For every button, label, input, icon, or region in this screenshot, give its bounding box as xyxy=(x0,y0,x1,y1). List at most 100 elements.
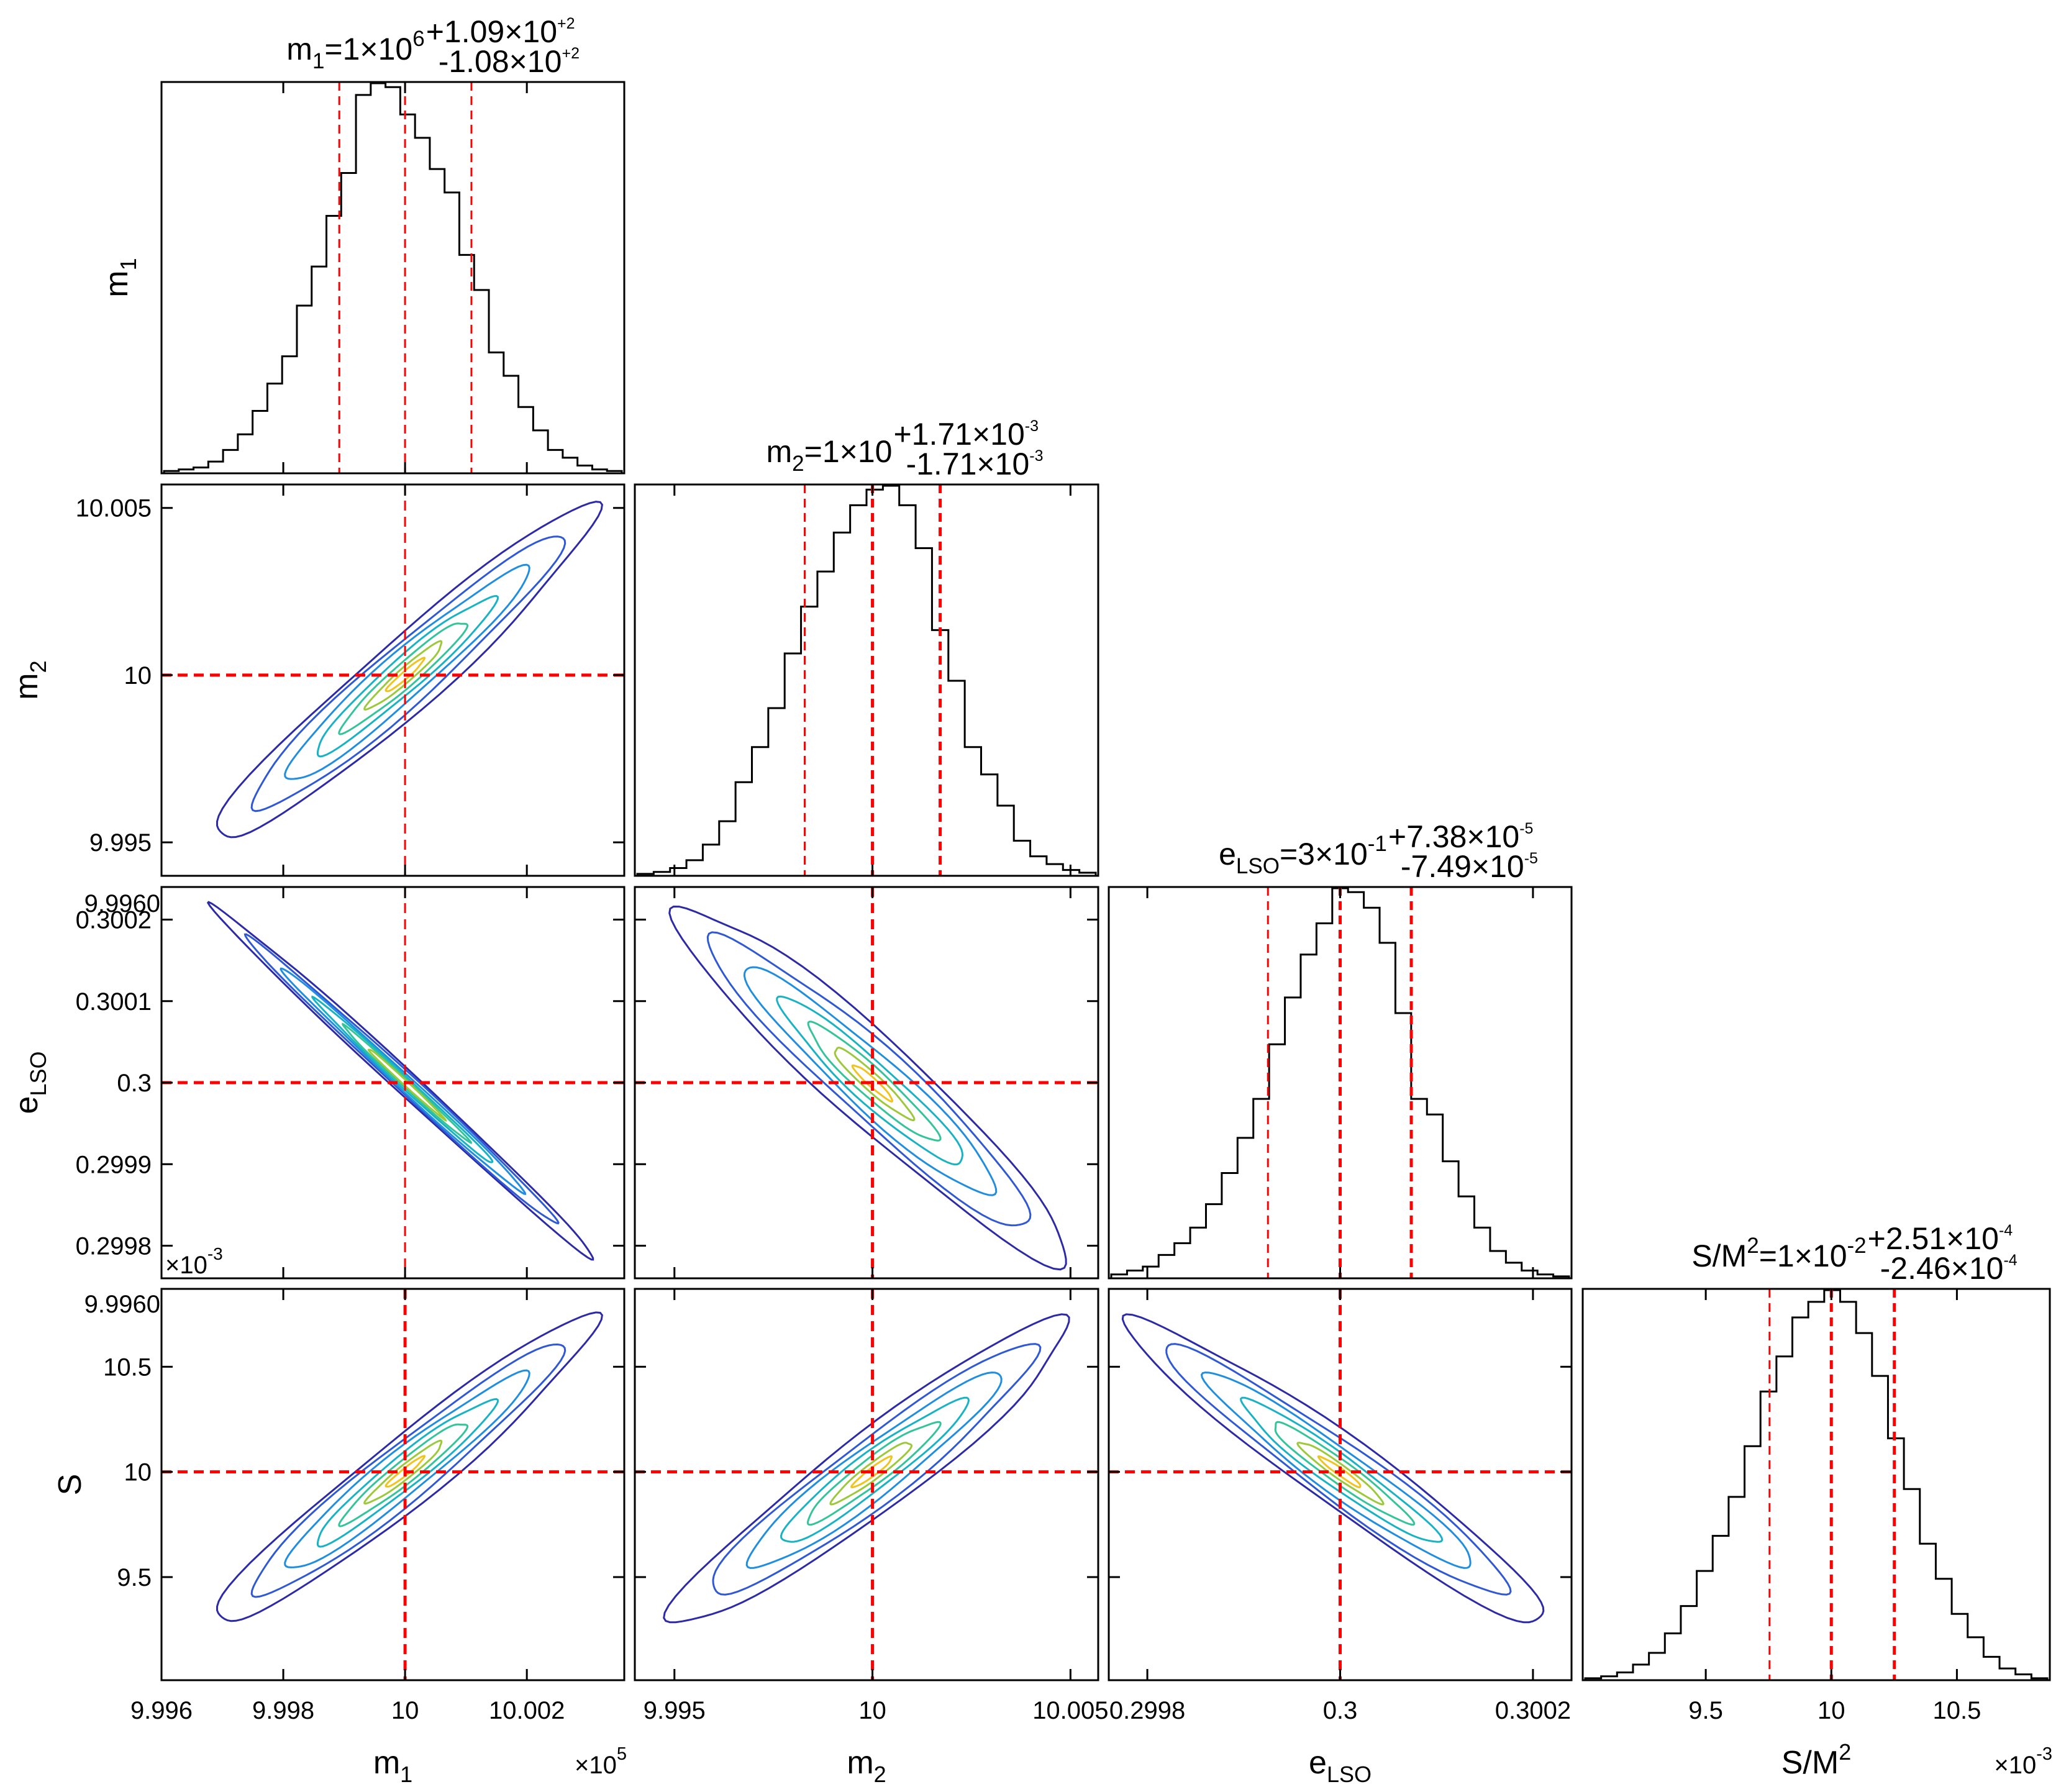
contour-level-4 xyxy=(316,594,499,758)
axes-frame-0-0 xyxy=(160,81,626,475)
contour-level-2 xyxy=(706,931,1032,1227)
axes-frame-1-0 xyxy=(160,483,626,877)
contour-level-5 xyxy=(1274,1421,1416,1526)
contour-level-3 xyxy=(745,1371,1003,1569)
panel-title-eLSO: eLSO=3×10-1 +7.38×10-5-7.49×10-5 xyxy=(1219,819,1538,884)
x-tick-label: 9.995 xyxy=(644,1697,706,1724)
contour-level-4 xyxy=(780,1396,970,1543)
contour-level-6 xyxy=(834,1047,916,1121)
title-minus-error: -1.71×10-3 xyxy=(906,447,1043,481)
contour-panel-m1-S xyxy=(162,1289,624,1680)
contour-level-2 xyxy=(250,535,566,812)
x-tick-label: 0.3002 xyxy=(1495,1697,1571,1724)
contour-level-1 xyxy=(206,901,594,1261)
histogram-panel-m2 xyxy=(636,484,1097,876)
y-tick-label: 10.5 xyxy=(103,1353,152,1381)
contour-panel-m2-S xyxy=(635,1289,1098,1680)
contour-level-5 xyxy=(338,622,469,735)
y-tick-label: 10 xyxy=(124,1459,152,1486)
title-minus-error: -2.46×10-4 xyxy=(1880,1251,2018,1286)
title-main: eLSO=3×10-1 xyxy=(1219,832,1387,878)
contour-level-7 xyxy=(850,1455,893,1489)
y-tick-label: 0.2999 xyxy=(76,1151,152,1178)
contour-level-4 xyxy=(1240,1396,1444,1543)
y-tick-label: 0.3 xyxy=(117,1070,152,1097)
x-axis-label: eLSO xyxy=(1309,1745,1372,1787)
contour-level-6 xyxy=(363,1439,443,1505)
y-axis-label: eLSO xyxy=(9,1052,51,1114)
axes-frame-3-0 xyxy=(160,1288,626,1681)
contour-level-2 xyxy=(243,933,560,1225)
title-main: m2=1×10 xyxy=(767,434,893,476)
contour-level-4 xyxy=(311,995,494,1163)
histogram-steps-m1 xyxy=(163,82,623,473)
x-tick-label: 10 xyxy=(858,1697,886,1724)
contour-level-7 xyxy=(1317,1455,1362,1489)
histogram-steps-m2 xyxy=(636,484,1097,876)
panel-border xyxy=(634,1288,1099,1681)
title-plus-error: +2.51×10-4 xyxy=(1868,1221,2013,1256)
contour-level-7 xyxy=(851,1064,894,1103)
contour-level-3 xyxy=(743,966,998,1196)
contour-level-1 xyxy=(1121,1313,1545,1624)
panel-border xyxy=(1581,1288,2051,1681)
x-tick-label: 10.5 xyxy=(1932,1697,1981,1724)
stray-tick-label: 9.9960 xyxy=(84,890,160,917)
contour-level-3 xyxy=(284,1369,530,1568)
contour-panel-eLSO-S xyxy=(1109,1289,1572,1680)
contour-level-3 xyxy=(1200,1371,1472,1569)
contour-level-3 xyxy=(284,563,530,780)
x-tick-label: 10.005 xyxy=(1032,1697,1108,1724)
axes-frame-2-1 xyxy=(634,886,1099,1280)
contour-level-6 xyxy=(829,1442,913,1506)
title-plus-error: +1.09×10+2 xyxy=(426,14,575,49)
x-tick-label: 9.5 xyxy=(1688,1697,1723,1724)
panel-title-m2: m2=1×10 +1.71×10-3-1.71×10-3 xyxy=(767,417,1044,481)
contour-level-6 xyxy=(367,1048,447,1122)
axes-frame-3-2 xyxy=(1108,1288,1573,1681)
y-axis-label: m1 xyxy=(99,258,141,297)
title-plus-error: +7.38×10-5 xyxy=(1388,819,1534,854)
contour-level-4 xyxy=(776,995,964,1166)
title-main: S/M2=1×10-2 xyxy=(1691,1234,1866,1273)
contour-level-5 xyxy=(342,1022,472,1144)
y-tick-label: 0.3002 xyxy=(76,907,152,934)
y-tick-label: 10.005 xyxy=(76,495,152,522)
axes-frame-3-1 xyxy=(634,1288,1099,1681)
histogram-steps-SM2 xyxy=(1584,1289,2049,1680)
y-tick-label: 9.995 xyxy=(89,829,152,857)
title-minus-error: -1.08×10+2 xyxy=(439,44,580,79)
contour-level-6 xyxy=(363,640,443,711)
contour-level-1 xyxy=(216,1311,603,1622)
panel-title-SM2: S/M2=1×10-2 +2.51×10-4-2.46×10-4 xyxy=(1691,1221,2017,1286)
histogram-panel-SM2 xyxy=(1584,1289,2049,1680)
x-tick-label: 0.3 xyxy=(1323,1697,1358,1724)
y-tick-label: 0.3001 xyxy=(76,988,152,1016)
offset-exponent-label: ×10-3 xyxy=(165,1244,223,1279)
stray-tick-label: 9.9960 xyxy=(84,1291,160,1318)
x-tick-label: 9.998 xyxy=(252,1697,314,1724)
contour-level-2 xyxy=(250,1343,566,1598)
y-axis-label: S xyxy=(52,1474,88,1496)
panel-border xyxy=(160,1288,626,1681)
y-tick-label: 10 xyxy=(124,662,152,689)
contour-level-1 xyxy=(668,905,1067,1271)
x-tick-label: 0.2998 xyxy=(1109,1697,1185,1724)
x-exponent-s: ×10-3 xyxy=(1994,1744,2052,1779)
x-tick-label: 10.002 xyxy=(489,1697,565,1724)
contour-panel-m1-eLSO xyxy=(162,887,624,1278)
contour-level-7 xyxy=(384,657,426,693)
x-axis-label: m1 xyxy=(373,1745,412,1787)
panel-title-m1: m1=1×106 +1.09×10+2-1.08×10+2 xyxy=(286,14,580,79)
histogram-panel-eLSO xyxy=(1110,887,1570,1278)
x-tick-label: 10 xyxy=(1818,1697,1845,1724)
x-tick-label: 10 xyxy=(391,1697,419,1724)
contour-level-4 xyxy=(316,1398,499,1548)
contour-level-5 xyxy=(806,1421,942,1526)
contour-level-3 xyxy=(280,967,527,1195)
title-plus-error: +1.71×10-3 xyxy=(893,417,1039,452)
contour-level-2 xyxy=(712,1343,1042,1596)
panel-border xyxy=(160,81,626,475)
contour-panel-m2-eLSO xyxy=(635,887,1098,1278)
